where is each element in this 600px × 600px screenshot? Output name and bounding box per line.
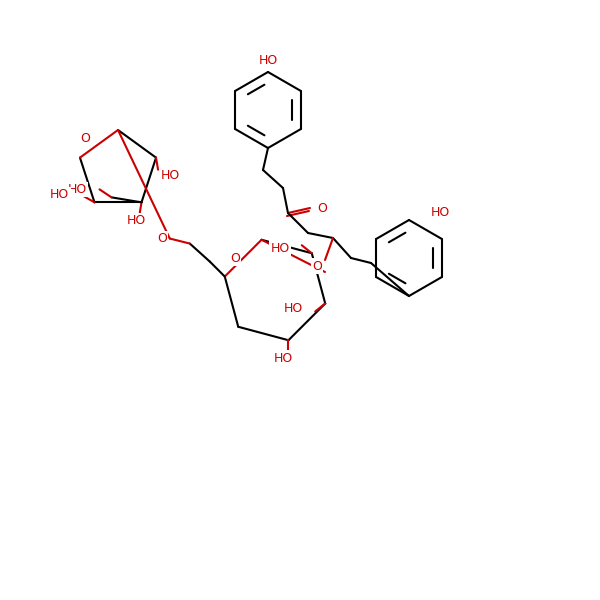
Text: HO: HO [127,214,146,227]
Text: HO: HO [274,352,293,365]
Text: HO: HO [259,53,278,67]
Text: O: O [157,232,167,245]
Text: HO: HO [431,205,450,218]
Text: HO: HO [161,169,180,182]
Text: O: O [80,133,90,145]
Text: HO: HO [67,183,86,196]
Text: O: O [230,251,240,265]
Text: O: O [317,202,327,214]
Text: HO: HO [284,302,303,315]
Text: O: O [312,259,322,272]
Text: HO: HO [271,242,290,255]
Text: HO: HO [50,188,70,201]
